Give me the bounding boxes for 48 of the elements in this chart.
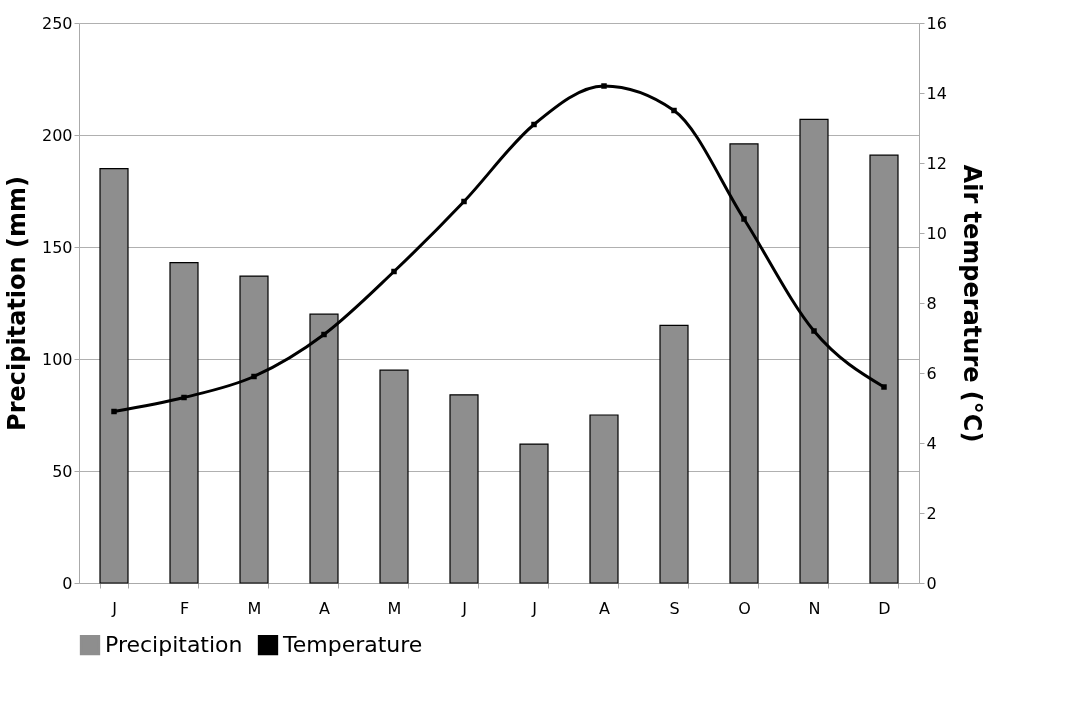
point (531, 121, 537, 128)
y2-axis-title: Air temperature (°C) (957, 164, 986, 443)
x-tick-label: J (111, 598, 117, 618)
point (321, 331, 327, 338)
bar (589, 414, 619, 584)
y2-tick-label: 0 (926, 573, 937, 593)
y-tick-label: 0 (62, 573, 73, 593)
x-tick-label: O (738, 598, 751, 618)
y2-tick-label: 8 (926, 293, 937, 313)
bar (519, 443, 549, 584)
bar (659, 324, 689, 584)
point (881, 384, 887, 390)
point (391, 268, 397, 275)
y2-tick-label: 10 (926, 223, 947, 243)
y-tick-label: 250 (41, 13, 73, 33)
y-tick-label: 200 (41, 125, 73, 145)
x-tick-label: J (461, 598, 467, 618)
x-tick-label: A (319, 598, 331, 618)
x-tick-label: N (808, 598, 821, 618)
y-axis-title: Precipitation (mm) (2, 176, 31, 431)
y-tick-label: 50 (52, 461, 73, 481)
bar (449, 394, 479, 584)
y2-tick-label: 12 (926, 153, 947, 173)
y-tick-label: 100 (41, 349, 73, 369)
legend-label: Precipitation (105, 632, 243, 658)
point (251, 373, 257, 380)
y2-tick-label: 16 (926, 13, 947, 33)
y2-tick-label: 14 (926, 83, 947, 103)
x-tick-label: S (669, 598, 680, 618)
x-tick-label: M (247, 598, 262, 618)
x-tick-label: M (387, 598, 402, 618)
legend-label: Temperature (282, 632, 423, 658)
bar (379, 369, 409, 584)
x-tick-label: J (531, 598, 537, 618)
point (671, 107, 677, 114)
x-tick-label: D (878, 598, 891, 618)
x-tick-label: A (599, 598, 611, 618)
y2-tick-label: 6 (926, 363, 937, 383)
point (741, 216, 747, 222)
point (461, 198, 467, 205)
point (601, 83, 607, 89)
y-tick-label: 150 (41, 237, 73, 257)
point (111, 408, 117, 415)
x-tick-label: F (179, 598, 190, 618)
point (181, 394, 187, 401)
point (811, 328, 817, 334)
y2-tick-label: 2 (926, 503, 937, 523)
y2-tick-label: 4 (926, 433, 937, 453)
